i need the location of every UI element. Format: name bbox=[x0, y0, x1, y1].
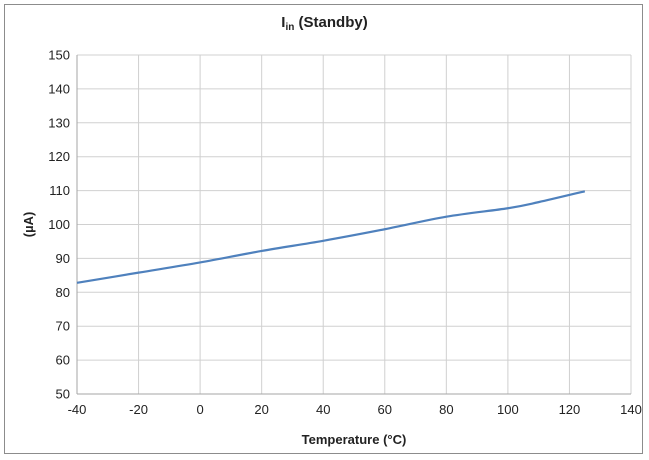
x-tick-label: 40 bbox=[316, 402, 330, 417]
y-tick-label: 150 bbox=[48, 48, 70, 63]
x-axis-label: Temperature (°C) bbox=[302, 432, 407, 447]
y-tick-labels: 50 60 70 80 90 100 110 120 130 140 150 bbox=[48, 48, 70, 402]
x-tick-label: 0 bbox=[196, 402, 203, 417]
x-tick-label: 80 bbox=[439, 402, 453, 417]
y-tick-label: 100 bbox=[48, 217, 70, 232]
x-tick-label: -40 bbox=[68, 402, 87, 417]
y-tick-label: 130 bbox=[48, 115, 70, 130]
x-tick-label: -20 bbox=[129, 402, 148, 417]
x-tick-label: 140 bbox=[620, 402, 642, 417]
y-tick-label: 90 bbox=[56, 251, 70, 266]
x-tick-label: 60 bbox=[378, 402, 392, 417]
y-tick-label: 120 bbox=[48, 149, 70, 164]
y-tick-label: 60 bbox=[56, 353, 70, 368]
x-tick-label: 20 bbox=[254, 402, 268, 417]
y-tick-label: 50 bbox=[56, 387, 70, 402]
y-tick-label: 80 bbox=[56, 285, 70, 300]
x-tick-label: 120 bbox=[559, 402, 581, 417]
y-tick-label: 110 bbox=[49, 183, 70, 198]
chart-title: Iin (Standby) bbox=[281, 14, 368, 33]
y-axis-label: (µA) bbox=[21, 212, 36, 238]
grid-lines bbox=[76, 54, 632, 395]
x-tick-labels: -40 -20 0 20 40 60 80 100 120 140 bbox=[68, 402, 642, 417]
x-tick-label: 100 bbox=[497, 402, 519, 417]
y-tick-label: 140 bbox=[48, 81, 70, 96]
y-tick-label: 70 bbox=[56, 319, 70, 334]
series-line bbox=[76, 190, 586, 284]
